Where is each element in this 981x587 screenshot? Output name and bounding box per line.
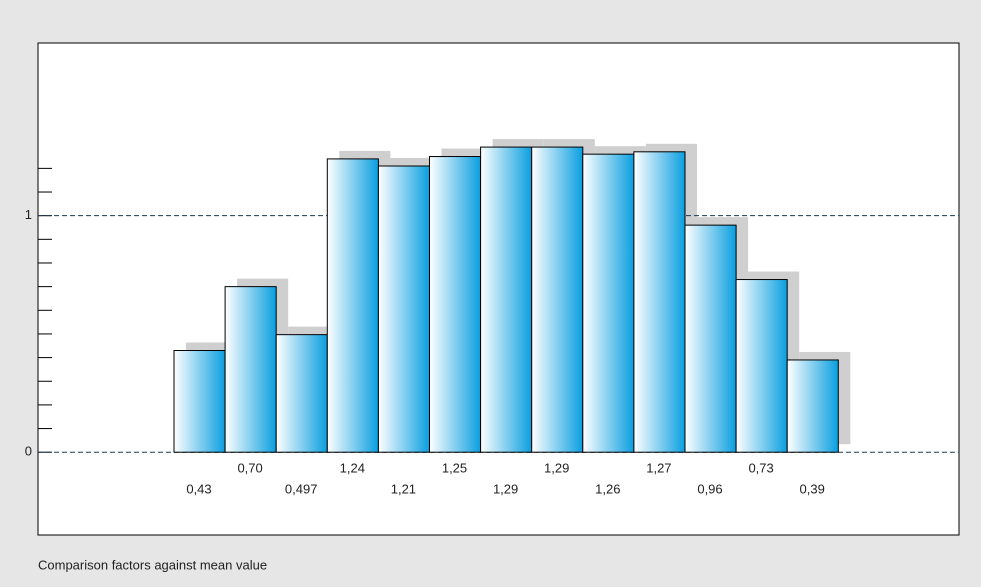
y-tick-label: 0 <box>25 444 32 459</box>
data-label: 0,43 <box>186 481 211 496</box>
data-label: 1,29 <box>493 481 518 496</box>
bar <box>531 146 584 453</box>
bar <box>786 359 839 453</box>
data-label: 0,39 <box>800 481 825 496</box>
data-label: 0,73 <box>748 460 773 475</box>
data-label: 1,27 <box>646 460 671 475</box>
bar <box>326 158 379 453</box>
bar <box>480 146 533 453</box>
bar <box>633 151 686 453</box>
bar <box>582 153 635 453</box>
data-label: 1,25 <box>442 460 467 475</box>
bar <box>224 286 277 453</box>
data-label: 1,21 <box>391 481 416 496</box>
data-label: 1,24 <box>340 460 365 475</box>
bar <box>173 350 226 453</box>
chart-caption: Comparison factors against mean value <box>38 557 267 572</box>
y-tick-label: 1 <box>25 207 32 222</box>
data-label: 0,96 <box>697 481 722 496</box>
bar <box>735 279 788 453</box>
bar <box>275 334 328 453</box>
data-label: 1,29 <box>544 460 569 475</box>
data-label: 1,26 <box>595 481 620 496</box>
bar <box>684 224 737 453</box>
bar <box>377 165 430 453</box>
data-label: 0,70 <box>237 460 262 475</box>
bar <box>429 156 482 453</box>
data-label: 0,497 <box>285 481 318 496</box>
